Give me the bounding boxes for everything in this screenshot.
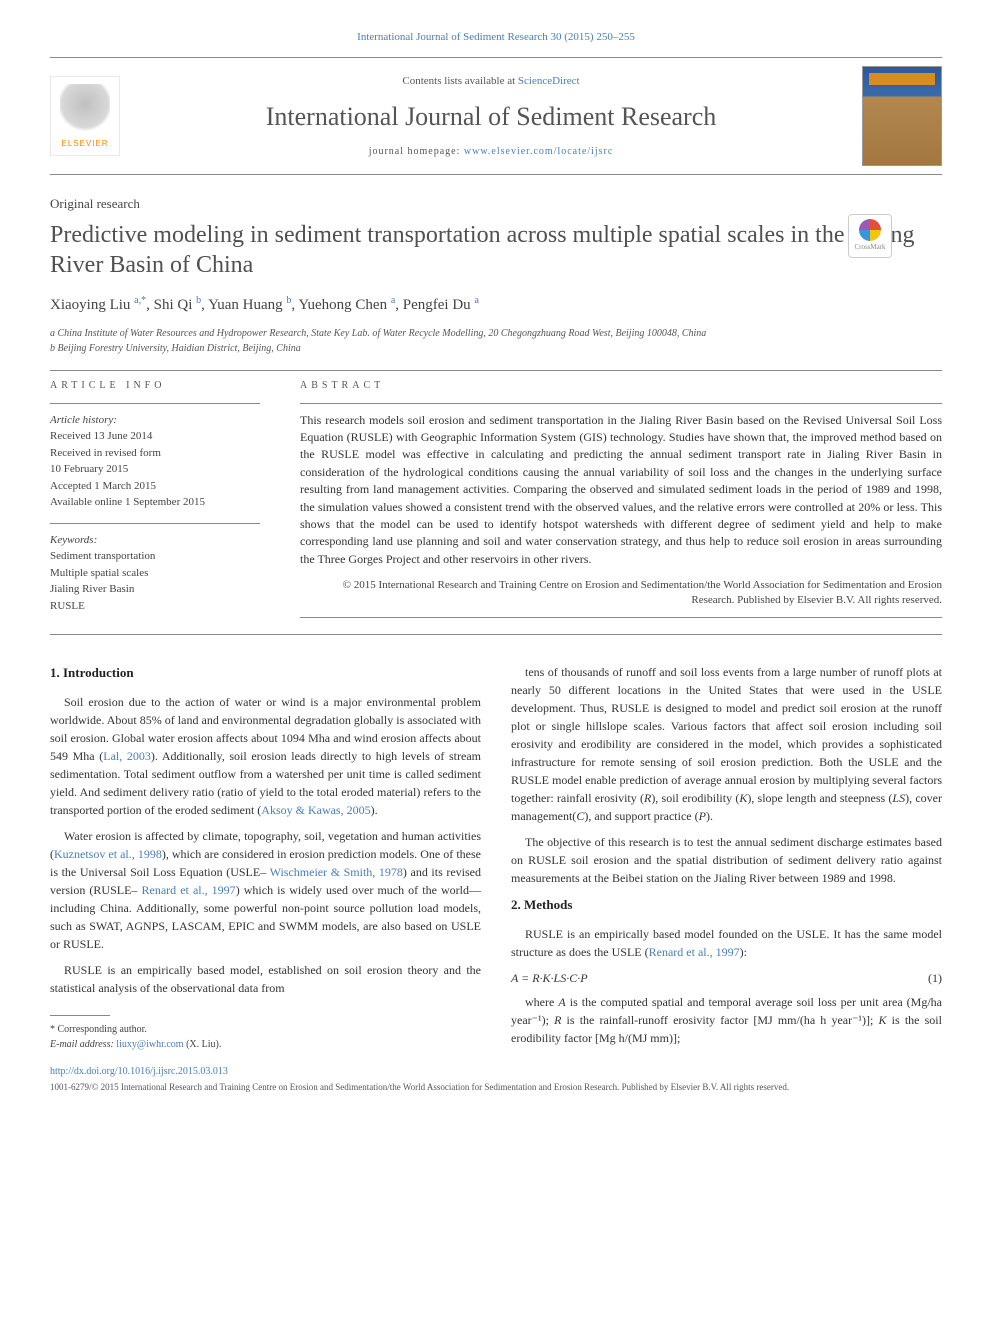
affiliation-a: a China Institute of Water Resources and… <box>50 326 942 341</box>
keyword: Sediment transportation <box>50 548 260 565</box>
keywords-label: Keywords: <box>50 532 260 549</box>
contents-prefix: Contents lists available at <box>402 75 517 87</box>
body-paragraph: RUSLE is an empirically based model, est… <box>50 961 481 997</box>
article-info-heading: ARTICLE INFO <box>50 379 260 393</box>
article-history: Article history: Received 13 June 2014 R… <box>50 412 260 511</box>
article-body: 1. Introduction Soil erosion due to the … <box>50 663 942 1055</box>
corr-label: * Corresponding author. <box>50 1022 481 1037</box>
elsevier-label: ELSEVIER <box>61 138 108 149</box>
page-copyright: 1001-6279/© 2015 International Research … <box>50 1081 942 1094</box>
homepage-line: journal homepage: www.elsevier.com/locat… <box>138 145 844 159</box>
body-paragraph: tens of thousands of runoff and soil los… <box>511 663 942 825</box>
body-paragraph: Water erosion is affected by climate, to… <box>50 827 481 953</box>
divider <box>50 370 942 371</box>
email-link[interactable]: liuxy@iwhr.com <box>116 1039 183 1050</box>
abstract-copyright: © 2015 International Research and Traini… <box>300 578 942 609</box>
keyword: Jialing River Basin <box>50 581 260 598</box>
corresponding-author-footnote: * Corresponding author. E-mail address: … <box>50 1022 481 1052</box>
history-label: Article history: <box>50 412 260 429</box>
body-paragraph: Soil erosion due to the action of water … <box>50 693 481 819</box>
history-line: Received 13 June 2014 <box>50 428 260 445</box>
homepage-link[interactable]: www.elsevier.com/locate/ijsrc <box>464 146 613 157</box>
abstract-heading: ABSTRACT <box>300 379 942 393</box>
crossmark-label: CrossMark <box>854 243 885 253</box>
sciencedirect-link[interactable]: ScienceDirect <box>518 75 580 87</box>
affiliations: a China Institute of Water Resources and… <box>50 326 942 356</box>
journal-cover-thumbnail <box>862 66 942 166</box>
history-line: Available online 1 September 2015 <box>50 494 260 511</box>
body-paragraph: The objective of this research is to tes… <box>511 833 942 887</box>
authors-list: Xiaoying Liu a,*, Shi Qi b, Yuan Huang b… <box>50 294 942 316</box>
journal-name: International Journal of Sediment Resear… <box>138 99 844 135</box>
equation-number: (1) <box>928 969 942 987</box>
history-line: Received in revised form <box>50 445 260 462</box>
journal-issue-link[interactable]: International Journal of Sediment Resear… <box>357 31 635 43</box>
divider <box>300 403 942 404</box>
left-column: 1. Introduction Soil erosion due to the … <box>50 663 481 1055</box>
history-line: 10 February 2015 <box>50 461 260 478</box>
history-line: Accepted 1 March 2015 <box>50 478 260 495</box>
email-suffix: (X. Liu). <box>184 1039 222 1050</box>
section-heading-methods: 2. Methods <box>511 895 942 915</box>
body-paragraph: where A is the computed spatial and temp… <box>511 993 942 1047</box>
article-title: Predictive modeling in sediment transpor… <box>50 220 942 280</box>
article-type: Original research <box>50 195 942 213</box>
keyword: Multiple spatial scales <box>50 565 260 582</box>
keyword: RUSLE <box>50 598 260 615</box>
elsevier-tree-icon <box>60 84 110 134</box>
elsevier-logo: ELSEVIER <box>50 76 120 156</box>
crossmark-badge[interactable]: CrossMark <box>848 214 892 258</box>
contents-line: Contents lists available at ScienceDirec… <box>138 74 844 89</box>
divider <box>50 403 260 404</box>
divider <box>300 617 942 618</box>
right-column: tens of thousands of runoff and soil los… <box>511 663 942 1055</box>
crossmark-icon <box>859 219 881 241</box>
running-header: International Journal of Sediment Resear… <box>50 30 942 45</box>
divider <box>50 523 260 524</box>
homepage-prefix: journal homepage: <box>369 146 464 157</box>
equation-expr: A = R·K·LS·C·P <box>511 969 588 987</box>
footnote-divider <box>50 1015 110 1016</box>
body-paragraph: RUSLE is an empirically based model foun… <box>511 925 942 961</box>
divider <box>50 634 942 635</box>
journal-header: ELSEVIER Contents lists available at Sci… <box>50 57 942 175</box>
equation-1: A = R·K·LS·C·P (1) <box>511 969 942 987</box>
affiliation-b: b Beijing Forestry University, Haidian D… <box>50 341 942 356</box>
doi-link[interactable]: http://dx.doi.org/10.1016/j.ijsrc.2015.0… <box>50 1065 942 1079</box>
section-heading-introduction: 1. Introduction <box>50 663 481 683</box>
keywords-block: Keywords: Sediment transportation Multip… <box>50 532 260 615</box>
abstract-text: This research models soil erosion and se… <box>300 412 942 569</box>
email-label: E-mail address: <box>50 1039 116 1050</box>
